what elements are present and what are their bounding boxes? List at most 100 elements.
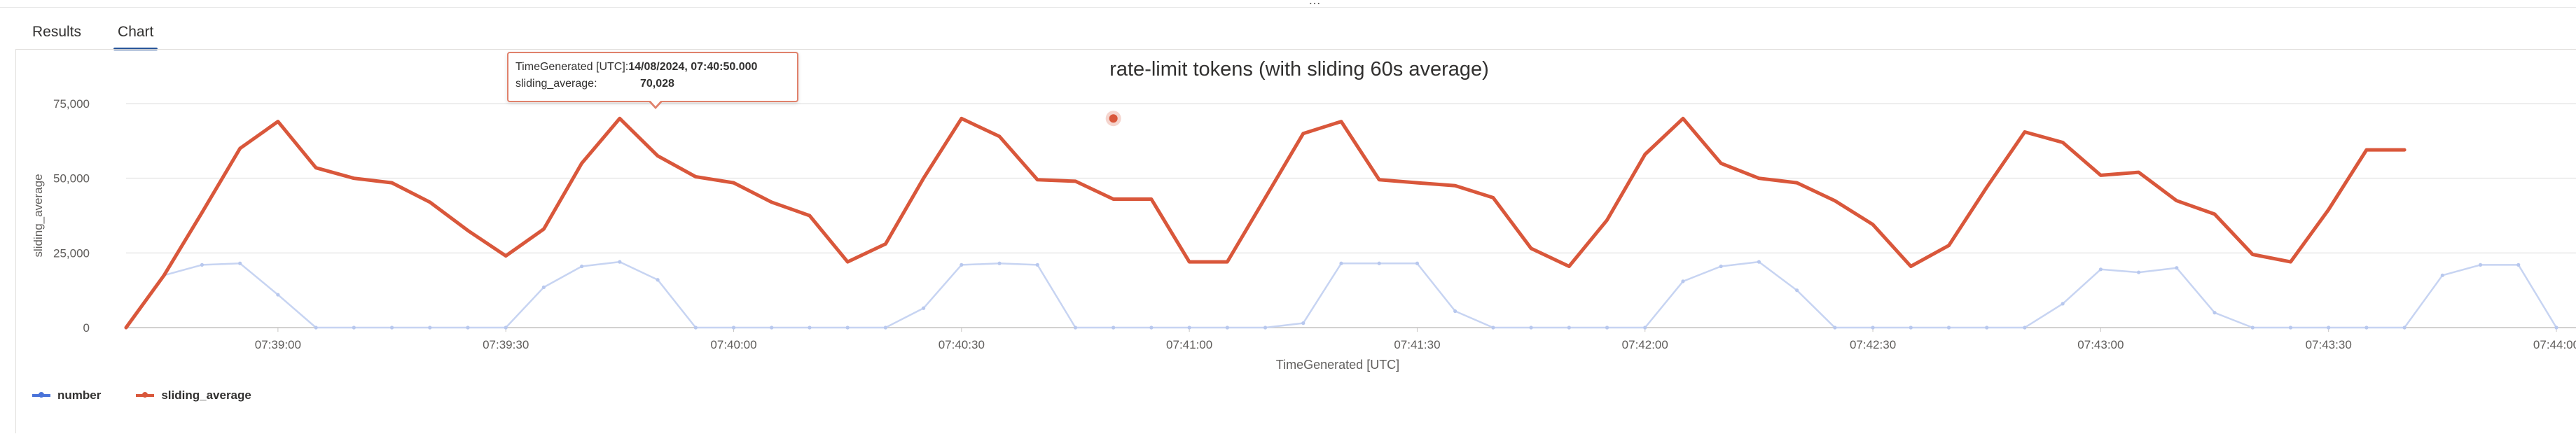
point-number: [808, 326, 812, 330]
point-number: [2364, 326, 2369, 330]
chart-legend: number sliding_average: [32, 388, 251, 402]
point-number: [1871, 326, 1875, 330]
point-number: [504, 326, 508, 330]
point-number: [2554, 326, 2558, 330]
series-line-number: [125, 260, 2558, 329]
tooltip-value-value: 70,028: [640, 78, 674, 90]
tooltip-time-key: TimeGenerated [UTC]:: [515, 61, 629, 73]
point-number: [428, 326, 432, 330]
point-number: [1149, 326, 1154, 330]
point-number: [2061, 302, 2065, 306]
point-number: [1833, 326, 1837, 330]
x-tick-label: 07:44:00: [2533, 338, 2576, 351]
point-number: [2478, 262, 2483, 267]
legend-label-number: number: [57, 388, 102, 402]
x-tick-label: 07:40:30: [939, 338, 985, 351]
y-tick-label: 50,000: [53, 172, 90, 186]
x-tick-label: 07:40:00: [710, 338, 756, 351]
series-line-sliding-average: [124, 116, 2407, 330]
legend-item-number[interactable]: number: [32, 388, 101, 402]
point-number: [276, 293, 280, 297]
x-tick-label: 07:43:00: [2077, 338, 2124, 351]
point-number: [1377, 261, 1381, 265]
x-tick-label: 07:41:00: [1166, 338, 1212, 351]
top-border: …: [0, 0, 2576, 8]
point-number: [2250, 326, 2255, 330]
x-tick-label: 07:43:30: [2306, 338, 2352, 351]
point-number: [2516, 262, 2521, 267]
chart-panel: [15, 49, 2576, 433]
point-number: [883, 326, 887, 330]
y-tick-label: 25,000: [53, 246, 90, 260]
x-tick-label: 07:39:30: [483, 338, 529, 351]
point-number: [1339, 261, 1343, 265]
point-number: [845, 326, 850, 330]
x-axis-label: TimeGenerated [UTC]: [1276, 358, 1399, 372]
point-number: [656, 278, 660, 282]
point-number: [1225, 326, 1229, 330]
tooltip-time-value: 14/08/2024, 07:40:50.000: [628, 61, 758, 73]
tooltip-value-key: sliding_average:: [515, 78, 597, 90]
x-tick-label: 07:41:30: [1394, 338, 1440, 351]
tooltip-pointer: [648, 99, 663, 109]
point-number: [960, 262, 964, 267]
point-number: [1643, 326, 1647, 330]
point-number: [618, 260, 622, 264]
point-number: [352, 326, 356, 330]
point-number: [1946, 326, 1951, 330]
point-number: [1301, 321, 1306, 326]
legend-item-sliding-average[interactable]: sliding_average: [136, 388, 251, 402]
tab-results[interactable]: Results: [32, 24, 82, 40]
point-number: [2136, 270, 2141, 274]
y-tick-label: 0: [83, 321, 90, 335]
point-number: [1073, 326, 1078, 330]
legend-swatch-sliding-average: [136, 392, 155, 398]
point-number: [1681, 279, 1685, 284]
point-number: [997, 261, 1002, 265]
legend-swatch-number: [32, 392, 50, 398]
point-number: [1035, 262, 1039, 267]
y-tick-label: 75,000: [53, 97, 90, 111]
point-number: [1491, 326, 1495, 330]
point-number: [1187, 326, 1191, 330]
point-number: [1605, 326, 1609, 330]
point-number: [1909, 326, 1913, 330]
point-number: [693, 326, 698, 330]
x-tick-label: 07:39:00: [255, 338, 301, 351]
point-number: [2327, 326, 2331, 330]
point-number: [1567, 326, 1571, 330]
legend-label-sliding-average: sliding_average: [161, 388, 251, 402]
point-number: [1795, 288, 1799, 293]
point-number: [2440, 273, 2444, 277]
x-tick-label: 07:42:00: [1622, 338, 1668, 351]
point-number: [2288, 326, 2293, 330]
more-icon[interactable]: …: [1308, 0, 1321, 7]
x-tick-label: 07:42:30: [1850, 338, 1896, 351]
point-number: [770, 326, 774, 330]
point-number: [1415, 261, 1420, 265]
point-number: [1263, 326, 1268, 330]
point-number: [238, 261, 242, 265]
y-axis-label: sliding_average: [32, 174, 45, 257]
point-number: [2098, 267, 2103, 272]
point-number: [731, 326, 736, 330]
point-number: [1985, 326, 1989, 330]
point-number: [314, 326, 318, 330]
point-number: [466, 326, 470, 330]
point-number: [1112, 326, 1116, 330]
chart-title: rate-limit tokens (with sliding 60s aver…: [1109, 58, 1489, 80]
point-number: [541, 285, 546, 289]
point-number: [200, 262, 205, 267]
point-number: [1757, 260, 1761, 264]
point-number: [2402, 326, 2407, 330]
point-number: [1529, 326, 1533, 330]
point-number: [921, 306, 926, 310]
point-number: [2175, 266, 2179, 270]
point-number: [2213, 311, 2217, 315]
point-number: [580, 264, 584, 269]
point-number: [389, 326, 394, 330]
point-number: [1719, 264, 1723, 269]
point-number: [1453, 309, 1457, 314]
highlight-point: [1109, 114, 1118, 123]
